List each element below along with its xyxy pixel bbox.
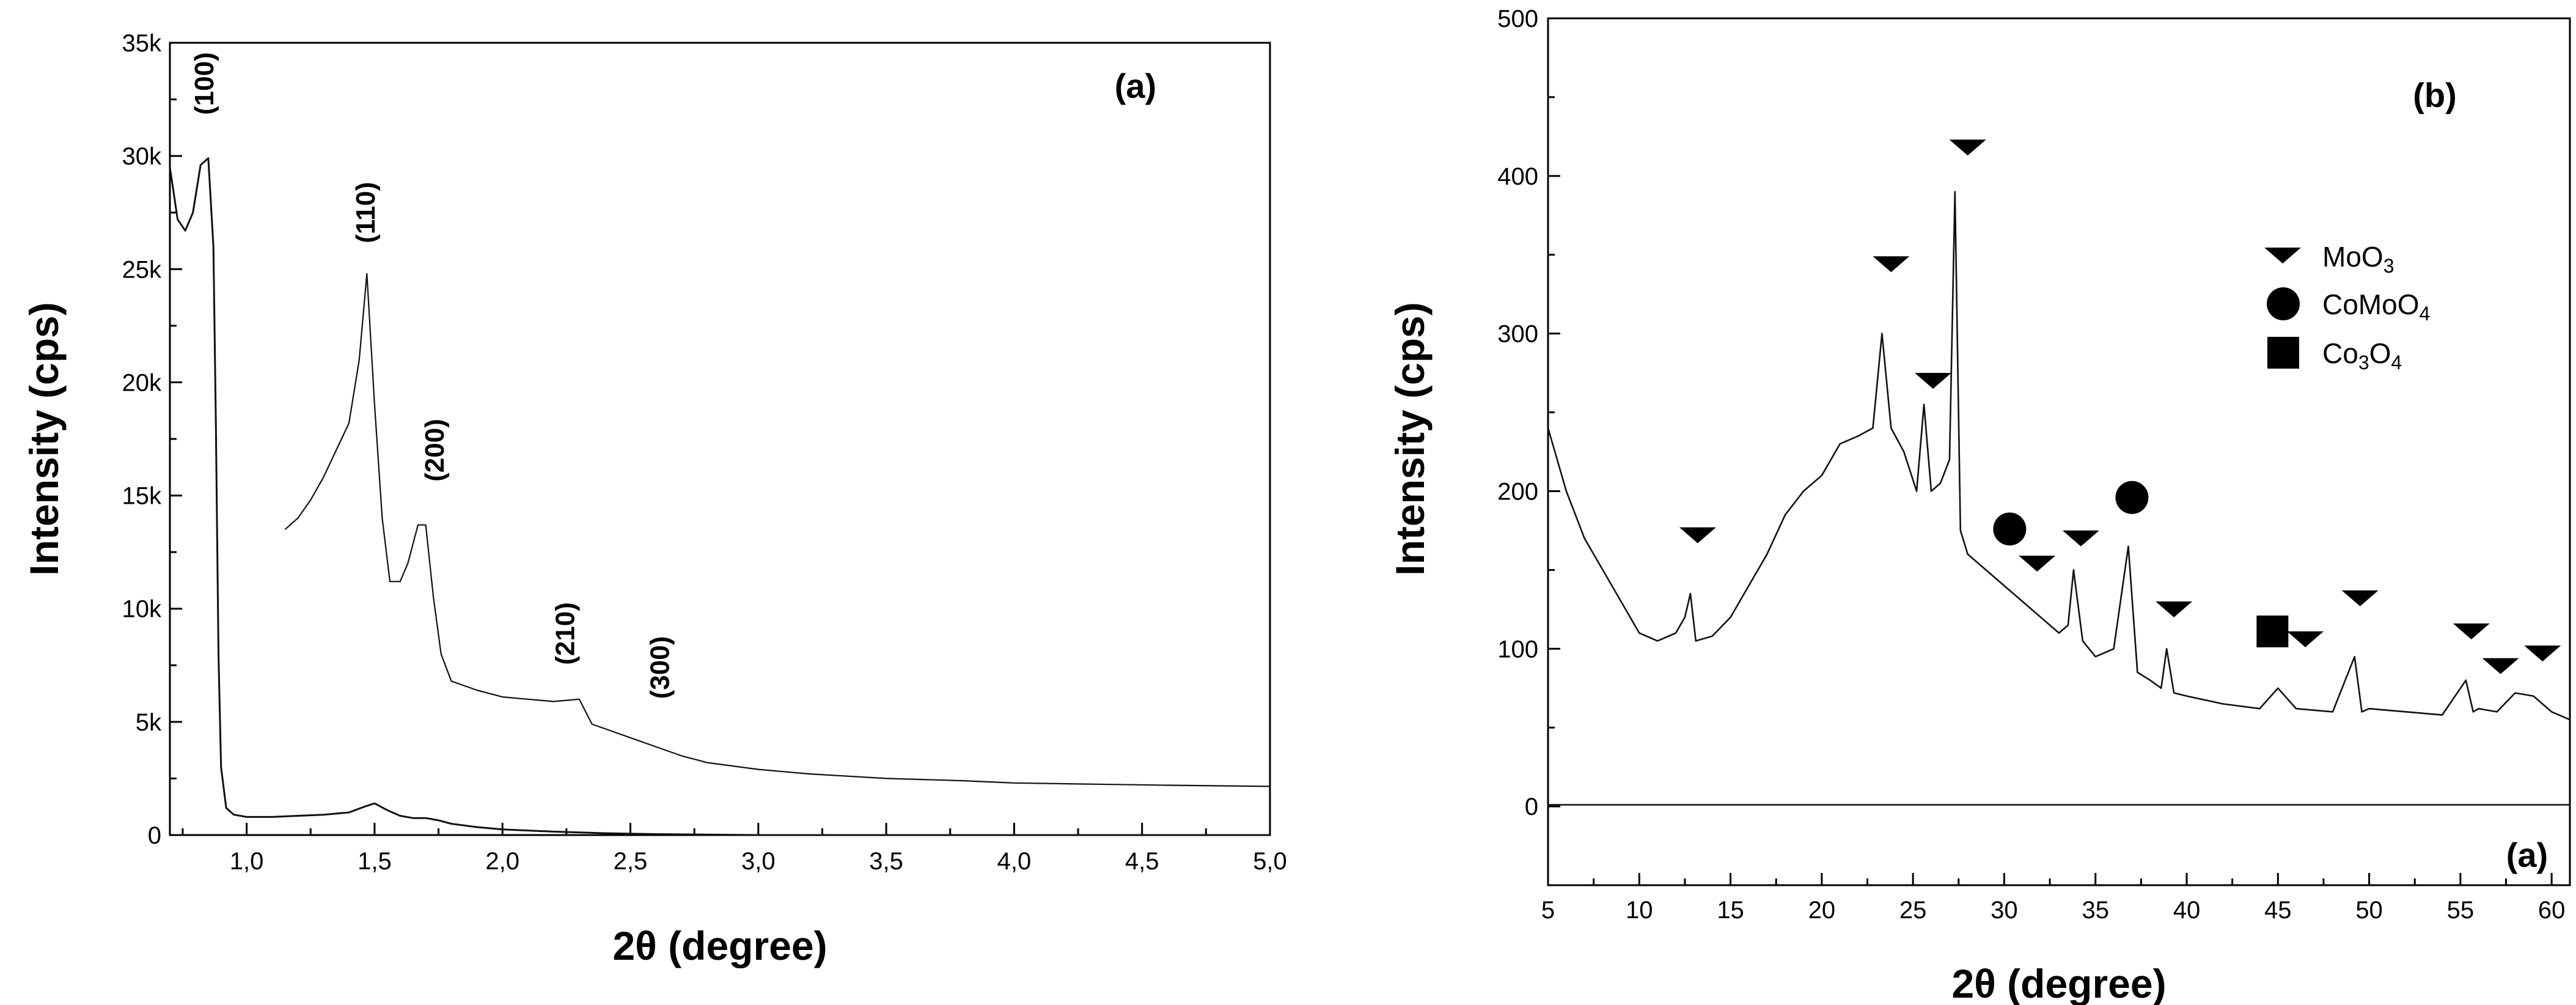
panel-b-frame <box>1547 17 2571 886</box>
panel-b-x-tick-label: 25 <box>1899 897 1927 924</box>
panel-b-ticks: 5 10 15 20 25 30 35 40 45 50 55 60 0 100 200 300 400 500 <box>1497 6 2565 924</box>
panel-b-y-axis-title: Intensity (cps) <box>1387 302 1433 575</box>
panel-b-y-tick-label: 100 <box>1497 636 1538 663</box>
panel-a-x-tick-label: 3,5 <box>869 848 903 875</box>
panel-b-x-tick-label: 50 <box>2355 897 2383 924</box>
panel-b-legend-label: CoMoO4 <box>2322 289 2430 325</box>
panel-b-markers <box>1679 139 2561 674</box>
panel-a-x-tick-label: 3,0 <box>741 848 776 875</box>
panel-b-label: (b) <box>2413 76 2457 114</box>
panel-b-legend-marker-triangle <box>2264 248 2301 263</box>
panel-b-x-axis-title: 2θ (degree) <box>1951 961 2166 1005</box>
panel-a-x-axis-title: 2θ (degree) <box>612 923 827 968</box>
panel-a-series <box>169 157 1271 836</box>
panel-b-marker-circle <box>2115 480 2149 514</box>
panel-b-legend-label: MoO3 <box>2322 241 2394 277</box>
panel-b-marker-triangle <box>2287 631 2324 647</box>
panel-b-x-tick-label: 35 <box>2082 897 2109 924</box>
panel-a-frame <box>169 42 1271 836</box>
panel-b-marker-triangle <box>2482 658 2519 674</box>
panel-a-y-axis-title: Intensity (cps) <box>21 302 67 575</box>
panel-b-y-tick-label: 500 <box>1497 6 1538 32</box>
panel-a-annotations: (100) (110) (200) (210) (300) <box>189 52 675 699</box>
panel-b-y-tick-label: 200 <box>1497 478 1538 505</box>
panel-b-series <box>1547 191 2570 806</box>
panel-a: 1,0 1,5 2,0 2,5 3,0 3,5 4,0 4,5 5,0 0 5k 10k 15k 20k 2… <box>21 30 1287 968</box>
panel-b-legend-marker-circle <box>2267 287 2300 320</box>
panel-b-marker-triangle <box>1949 139 1986 156</box>
panel-b-x-tick-label: 30 <box>1991 897 2018 924</box>
panel-b-marker-triangle <box>1679 527 1716 543</box>
panel-a-x-tick-label: 1,0 <box>230 848 264 875</box>
panel-b-legend-marker-square <box>2267 337 2299 369</box>
panel-a-peak-label: (210) <box>550 602 580 665</box>
panel-a-y-tick-label: 0 <box>148 822 161 849</box>
panel-b-marker-circle <box>1993 512 2027 546</box>
panel-a-y-tick-label: 10k <box>122 596 162 623</box>
panel-b-y-tick-label: 400 <box>1497 163 1538 190</box>
panel-b-x-tick-label: 40 <box>2173 897 2201 924</box>
panel-a-peak-label: (300) <box>645 636 675 699</box>
panel-a-label: (a) <box>1115 67 1156 105</box>
panel-b-x-tick-label: 10 <box>1626 897 1653 924</box>
panel-a-series-lower <box>284 273 1271 787</box>
panel-a-y-tick-label: 30k <box>122 143 162 170</box>
panel-a-ticks: 1,0 1,5 2,0 2,5 3,0 3,5 4,0 4,5 5,0 0 5k 10k 15k 20k 2… <box>122 30 1287 875</box>
panel-a-y-tick-label: 25k <box>122 256 162 283</box>
panel-b-marker-triangle <box>2019 556 2056 572</box>
panel-a-x-tick-label: 5,0 <box>1253 848 1287 875</box>
panel-b-y-tick-label: 300 <box>1497 321 1538 348</box>
panel-b-series-sample <box>1547 191 2570 721</box>
panel-b-marker-triangle <box>1873 256 1910 273</box>
panel-a-x-tick-label: 1,5 <box>358 848 392 875</box>
panel-b-x-tick-label: 45 <box>2264 897 2292 924</box>
panel-b-x-tick-label: 5 <box>1541 897 1555 924</box>
panel-b-marker-triangle <box>2341 590 2379 606</box>
panel-b-x-tick-label: 15 <box>1717 897 1744 924</box>
panel-a-series-upper <box>169 157 1270 836</box>
panel-a-x-tick-label: 4,0 <box>997 848 1032 875</box>
panel-a-y-tick-label: 15k <box>122 483 162 510</box>
panel-b-marker-square <box>2256 615 2289 647</box>
panel-a-peak-label: (110) <box>351 182 381 243</box>
panel-b-x-tick-label: 60 <box>2538 897 2566 924</box>
panel-b-marker-triangle <box>2453 623 2490 639</box>
panel-a-x-tick-label: 2,5 <box>614 848 648 875</box>
panel-b-marker-triangle <box>2062 530 2099 547</box>
panel-b-marker-triangle <box>1914 372 1951 389</box>
panel-a-peak-label: (200) <box>420 419 450 482</box>
panel-a-y-tick-label: 20k <box>122 369 162 396</box>
panel-a-y-tick-label: 5k <box>136 709 162 736</box>
panel-a-x-tick-label: 2,0 <box>485 848 519 875</box>
panel-b-marker-triangle <box>2156 601 2193 617</box>
panel-a-y-tick-label: 35k <box>122 30 162 57</box>
panel-b-x-tick-label: 20 <box>1808 897 1836 924</box>
panel-a-x-tick-label: 4,5 <box>1125 848 1159 875</box>
panel-b-series-label: (a) <box>2506 836 2548 874</box>
panel-b-x-tick-label: 55 <box>2447 897 2475 924</box>
panel-b-legend-label: Co3O4 <box>2322 337 2402 374</box>
panel-b-y-tick-label: 0 <box>1525 793 1538 820</box>
panel-b-legend: MoO3 CoMoO4 Co3O4 <box>2264 241 2430 374</box>
panel-a-peak-label: (100) <box>189 52 219 115</box>
panel-b: 5 10 15 20 25 30 35 40 45 50 55 600100200300400500 … <box>1387 6 2571 1005</box>
panel-b-marker-triangle <box>2524 646 2561 662</box>
